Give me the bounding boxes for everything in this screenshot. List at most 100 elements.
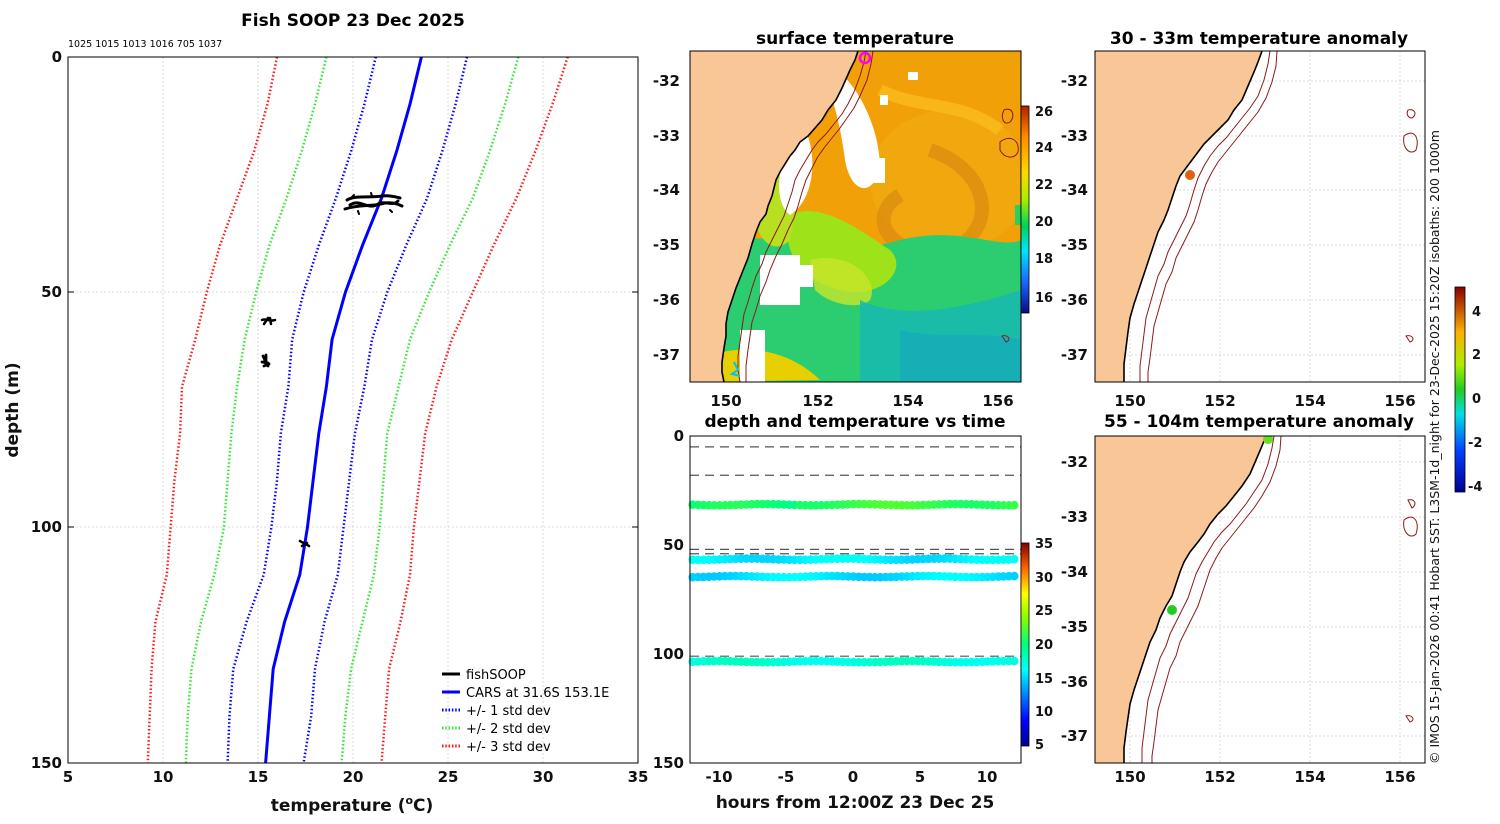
anom55-title: 55 - 104m temperature anomaly: [1104, 412, 1414, 432]
anom55-ytick: -36: [1061, 673, 1088, 691]
anom55-xticks: 150 152 154 156: [1114, 768, 1415, 786]
time-track: [688, 571, 1019, 582]
sst-panel: surface temperature: [653, 29, 1053, 410]
anom30-xtick: 152: [1204, 392, 1235, 410]
sst-ytick: -33: [653, 127, 680, 145]
anom30-title: 30 - 33m temperature anomaly: [1110, 29, 1408, 49]
sst-cbar-tick: 18: [1035, 252, 1053, 267]
anom30-ytick: -34: [1061, 181, 1088, 199]
anom55-ytick: -35: [1061, 618, 1088, 636]
anom30-ytick: -35: [1061, 236, 1088, 254]
anom55-xtick: 156: [1384, 768, 1415, 786]
anomaly-cbar-tick: 4: [1472, 305, 1481, 320]
anom30-isobath-1000: [1147, 51, 1278, 382]
timeplot-yticks: 0 50 100 150: [653, 427, 684, 772]
sst-map: [690, 51, 1021, 382]
time-track: [688, 499, 1019, 510]
profile-xtick: 10: [153, 768, 174, 786]
profile-ylabel: depth (m): [3, 362, 23, 457]
timeplot-layer: [688, 446, 1021, 667]
anom30-ytick: -36: [1061, 291, 1088, 309]
anom30-ytick: -37: [1061, 346, 1088, 364]
profile-xtick: 30: [533, 768, 554, 786]
timeplot-title: depth and temperature vs time: [705, 412, 1006, 432]
fishsoop-cluster-30m-spikes: [351, 192, 393, 215]
anomaly-colorbar: 4 2 0 -2 -4: [1454, 286, 1482, 495]
sst-ytick: -37: [653, 346, 680, 364]
anom30-panel: 30 - 33m temperature anomaly -32 -33 -34…: [1061, 29, 1426, 410]
profile-yticks: 0 50 100 150: [31, 48, 62, 772]
anom30-ytick: -33: [1061, 127, 1088, 145]
timeplot-xtick: -10: [705, 768, 732, 786]
profile-ytick: 50: [41, 283, 62, 301]
timeplot-cbar-tick: 30: [1035, 571, 1053, 586]
std1-upper-line: [302, 56, 469, 764]
sst-isobath-200: [737, 51, 867, 382]
timeplot-xtick: -5: [778, 768, 795, 786]
anomaly-cbar-tick: -4: [1468, 480, 1482, 495]
profile-xlabel: temperature (oC): [271, 794, 434, 816]
sst-cbar-tick: 20: [1035, 215, 1053, 230]
cars-mean-line: [264, 56, 423, 764]
legend-label: fishSOOP: [466, 668, 526, 683]
profile-axes: [67, 56, 639, 764]
sst-seamount: [1001, 108, 1014, 124]
anom55-map: [1095, 436, 1425, 763]
anom30-map: [1095, 51, 1425, 382]
profile-ytick: 100: [31, 518, 62, 536]
time-track: [688, 554, 1019, 565]
anom55-xtick: 152: [1204, 768, 1235, 786]
timeplot-panel: depth and temperature vs time 0 50 100 1…: [653, 412, 1053, 813]
anom30-ytick: -32: [1061, 72, 1088, 90]
sst-cbar-tick: 16: [1035, 291, 1053, 306]
anom55-isobath-200: [1141, 436, 1275, 763]
timeplot-xticks: -10 -5 0 5 10: [705, 768, 997, 786]
profile-title: Fish SOOP 23 Dec 2025: [241, 11, 465, 31]
fishsoop-series: [260, 192, 404, 548]
sst-cbar-tick: 24: [1035, 141, 1053, 156]
sst-cbar-tick: 22: [1035, 178, 1053, 193]
anom55-ytick: -37: [1061, 727, 1088, 745]
std3-lower-line: [146, 56, 279, 764]
sst-title: surface temperature: [756, 29, 954, 49]
sst-xticks: 150 152 154 156: [710, 392, 1013, 410]
sst-seamount: [999, 137, 1019, 158]
sst-colorbar: 26 24 22 20 18 16: [1020, 105, 1053, 314]
sst-seamount: [1001, 335, 1010, 343]
time-track-point: [1009, 554, 1019, 564]
sst-ytick: -32: [653, 72, 680, 90]
sst-ytick: -34: [653, 181, 680, 199]
timeplot-cbar-tick: 20: [1035, 638, 1053, 653]
timeplot-colorbar-ramp: [1020, 542, 1030, 747]
anom55-marker: [1167, 605, 1177, 615]
anom30-xtick: 150: [1114, 392, 1145, 410]
anom30-marker: [1185, 170, 1195, 180]
timeplot-cbar-tick: 15: [1035, 672, 1053, 687]
anom30-isobath-200: [1139, 51, 1271, 382]
fishsoop-cluster-56m: [260, 316, 277, 326]
anom55-axes: [1094, 435, 1426, 764]
anom55-xtick: 154: [1294, 768, 1325, 786]
anom30-seamounts: [1403, 109, 1418, 343]
sst-ship-position: [858, 51, 872, 65]
anom30-xtick: 156: [1384, 392, 1415, 410]
legend-label: +/- 1 std dev: [466, 704, 551, 719]
profile-panel: Fish SOOP 23 Dec 2025 1025 1015 1013 101…: [3, 11, 648, 816]
credit-text: © IMOS 15-Jan-2026 00:41 Hobart SST: L3S…: [1427, 130, 1442, 764]
timeplot-xtick: 0: [848, 768, 858, 786]
anom55-ytick: -33: [1061, 508, 1088, 526]
time-track-point: [1009, 571, 1019, 581]
sst-coastline: [721, 51, 859, 382]
anom55-land: [1095, 436, 1266, 763]
std3-upper-line: [380, 56, 569, 764]
timeplot-cbar-tick: 10: [1035, 705, 1053, 720]
anom30-land: [1095, 51, 1262, 382]
sst-yticks: -32 -33 -34 -35 -36 -37: [653, 72, 680, 364]
anom30-coastline: [1123, 51, 1263, 382]
sst-xtick: 154: [892, 392, 923, 410]
anom30-yticks: -32 -33 -34 -35 -36 -37: [1061, 72, 1088, 364]
anom55-ytick: -32: [1061, 453, 1088, 471]
anomaly-cbar-tick: 2: [1472, 348, 1481, 363]
profile-xtick: 35: [628, 768, 649, 786]
